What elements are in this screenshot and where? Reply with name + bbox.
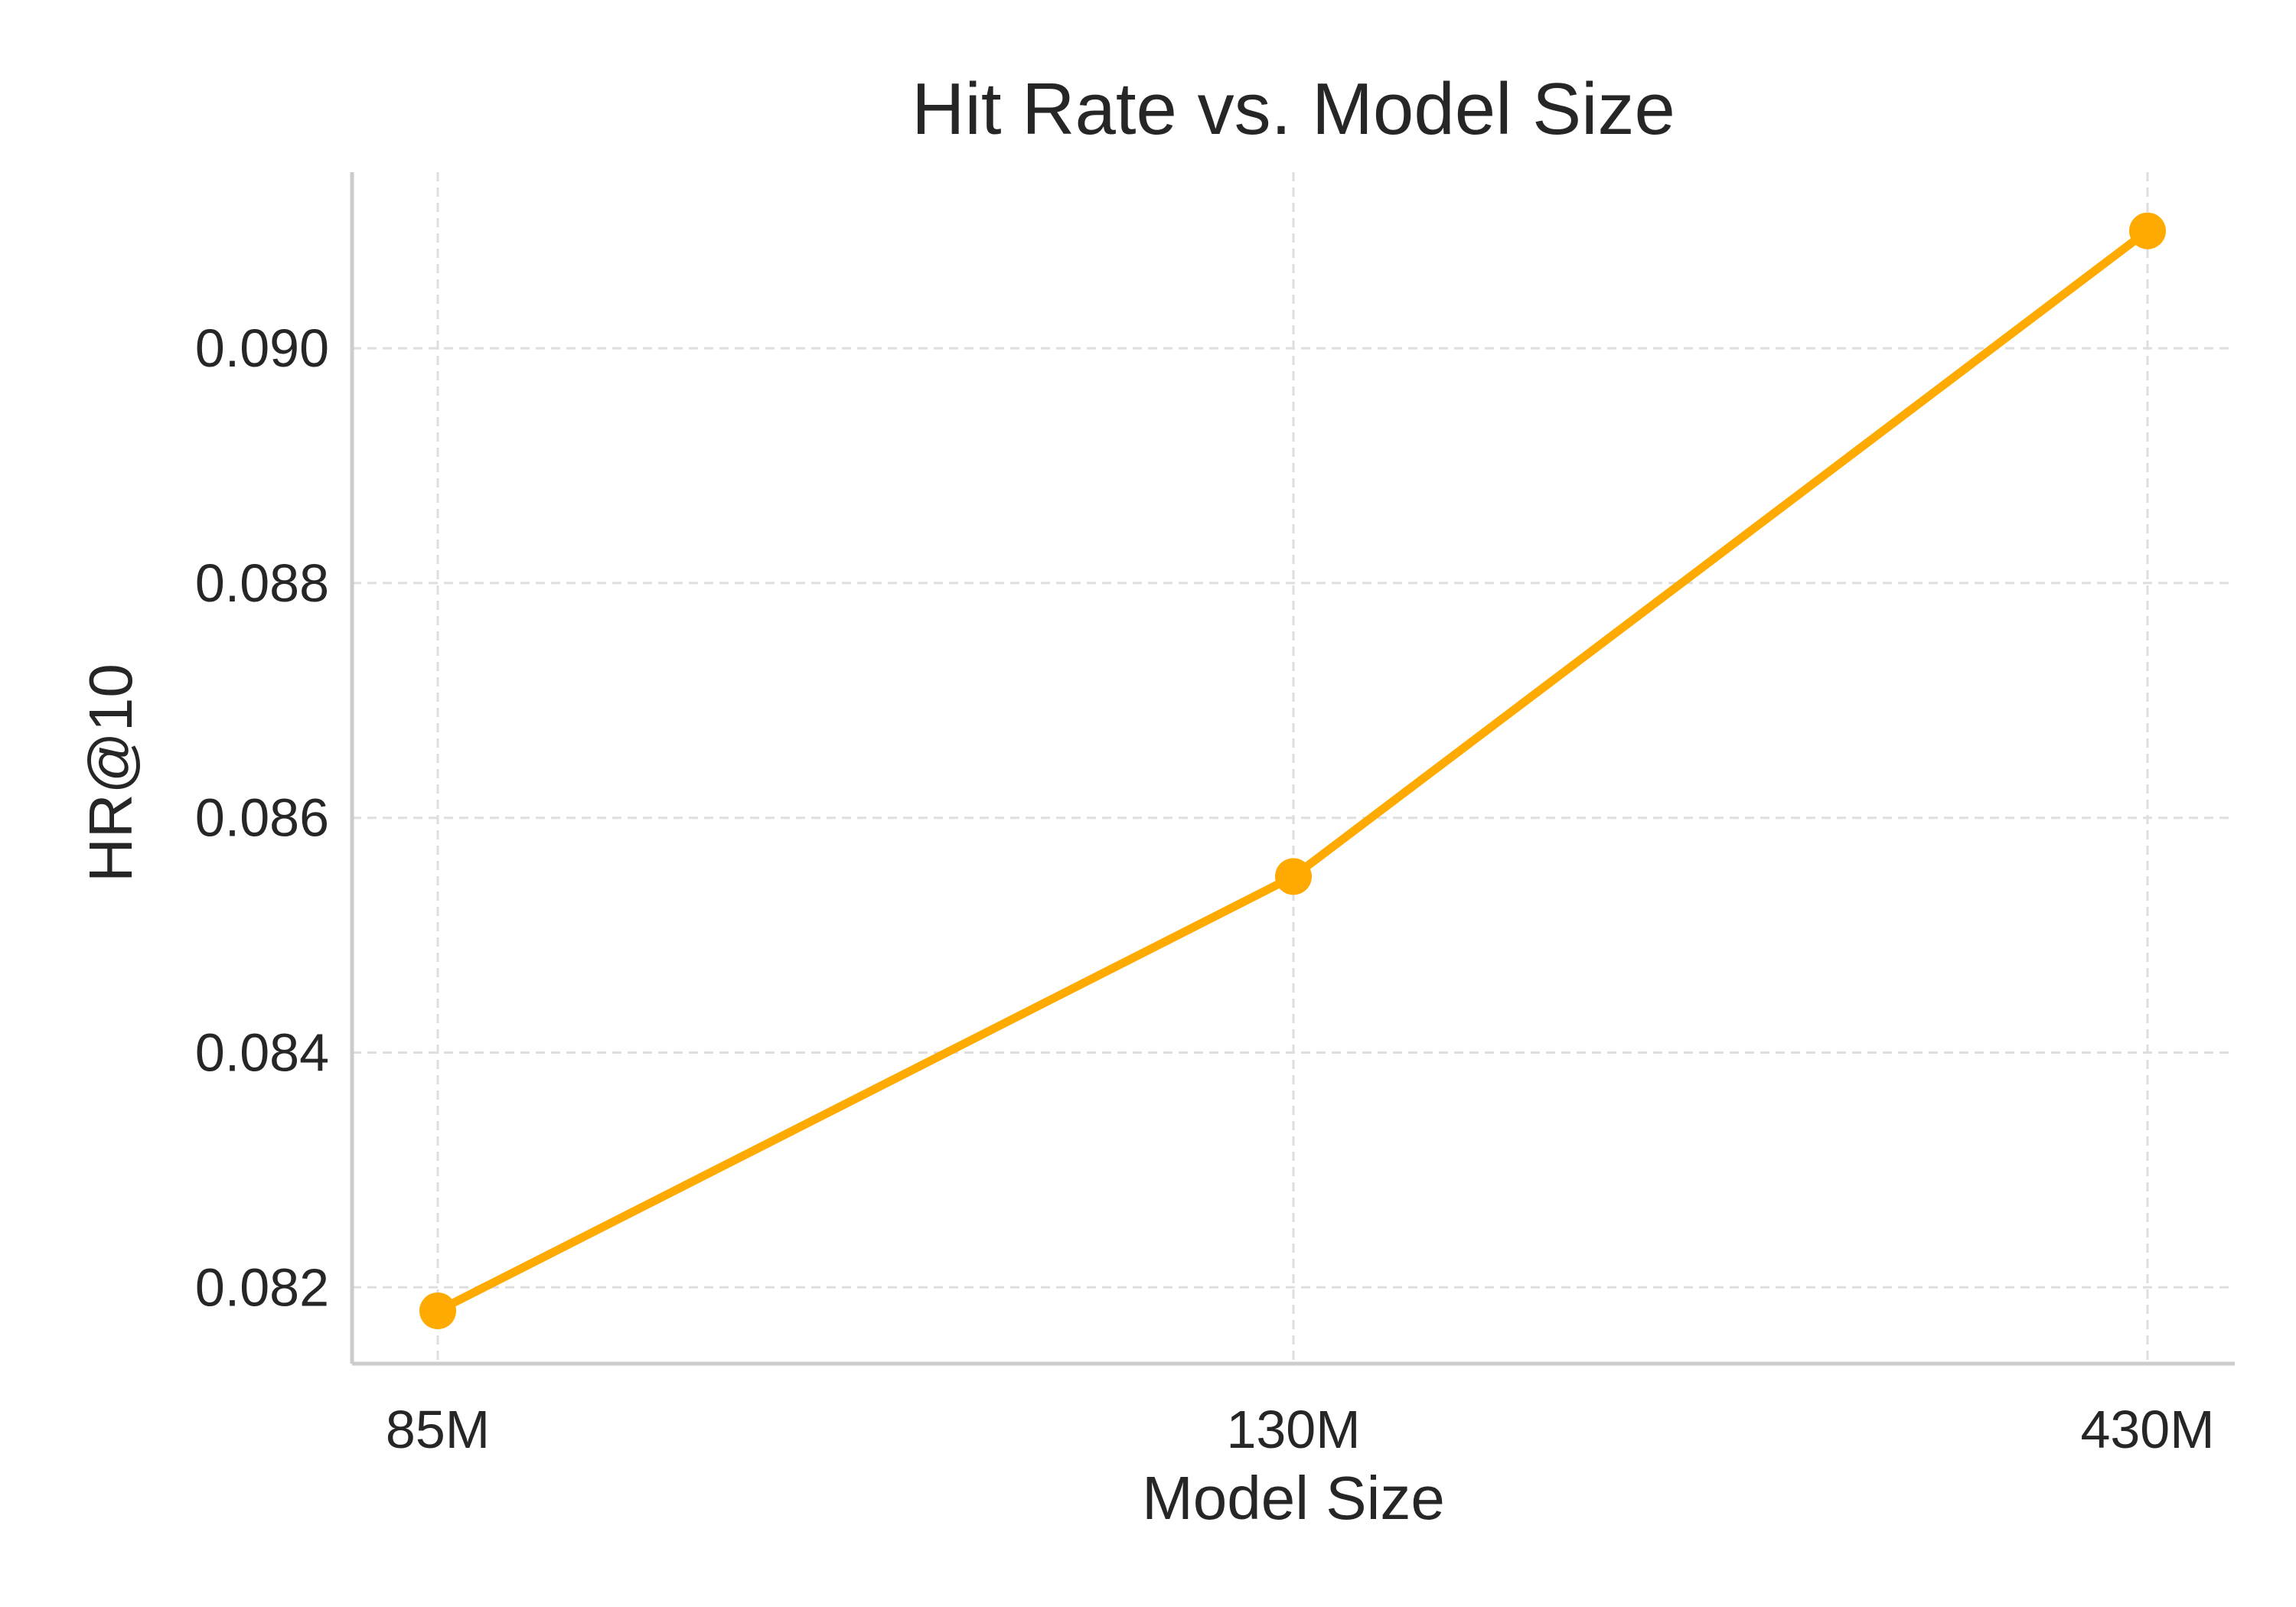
chart-title: Hit Rate vs. Model Size <box>912 68 1675 150</box>
y-tick-label: 0.088 <box>195 553 329 613</box>
y-tick-label: 0.090 <box>195 318 329 378</box>
grid <box>352 172 2235 1364</box>
y-axis-label: HR@10 <box>77 663 145 882</box>
x-tick-label: 430M <box>2080 1400 2214 1459</box>
data-point <box>2129 212 2166 249</box>
y-tick-labels: 0.082 0.084 0.086 0.088 0.090 <box>195 318 329 1317</box>
data-point <box>419 1292 456 1329</box>
y-tick-label: 0.082 <box>195 1257 329 1317</box>
data-point <box>1275 858 1312 895</box>
x-tick-label: 85M <box>386 1400 490 1459</box>
series <box>419 212 2166 1329</box>
y-tick-label: 0.086 <box>195 788 329 848</box>
x-axis-label: Model Size <box>1142 1464 1445 1532</box>
y-tick-label: 0.084 <box>195 1022 329 1082</box>
x-tick-labels: 85M 130M 430M <box>386 1400 2215 1459</box>
x-tick-label: 130M <box>1226 1400 1360 1459</box>
